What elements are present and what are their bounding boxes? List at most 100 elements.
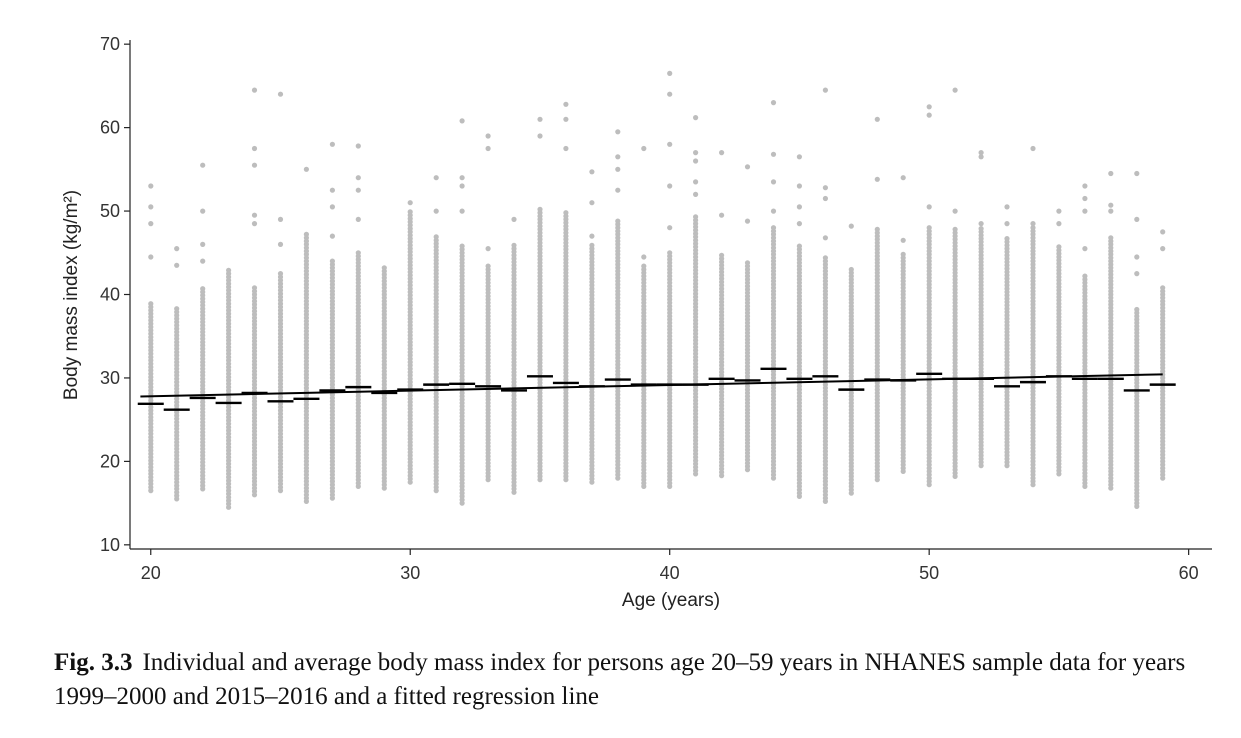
- data-point-outlier: [589, 233, 595, 239]
- data-point-outlier: [1082, 208, 1088, 214]
- data-point-outlier: [615, 187, 621, 193]
- data-point-outlier: [693, 150, 699, 156]
- data-point-outlier: [1082, 246, 1088, 252]
- y-tick-label: 30: [100, 368, 120, 388]
- x-axis-title: Age (years): [622, 590, 720, 611]
- data-point-outlier: [329, 187, 335, 193]
- data-point: [251, 285, 258, 291]
- figure-label: Fig. 3.3: [54, 649, 133, 676]
- data-point-outlier: [277, 216, 284, 222]
- data-point-outlier: [796, 221, 803, 227]
- data-point-outlier: [770, 151, 777, 157]
- data-point-outlier: [822, 195, 829, 202]
- data-point-outlier: [1134, 254, 1140, 260]
- data-point-outlier: [1082, 183, 1088, 189]
- data-point-outlier: [355, 187, 361, 193]
- data-point-outlier: [1108, 170, 1114, 177]
- y-tick-label: 70: [100, 34, 120, 54]
- data-point-outlier: [1108, 208, 1114, 214]
- data-point-outlier: [148, 183, 154, 189]
- data-point-outlier: [848, 223, 854, 229]
- data-point-outlier: [1056, 221, 1062, 227]
- x-axis-ticks: 20 30 40 50 60: [141, 549, 1199, 583]
- data-point-outlier: [537, 116, 543, 122]
- data-point-outlier: [433, 208, 439, 214]
- data-point-outlier: [537, 133, 543, 139]
- data-point-outlier: [355, 143, 361, 149]
- data-point-outlier: [1056, 208, 1062, 214]
- data-point-outlier: [1160, 229, 1166, 235]
- data-point-outlier: [329, 233, 335, 239]
- data-point: [1056, 244, 1062, 250]
- data-point: [174, 306, 180, 312]
- data-point-outlier: [693, 191, 699, 197]
- data-point-outlier: [744, 218, 751, 224]
- data-point-outlier: [251, 212, 258, 218]
- x-tick-label: 50: [919, 563, 939, 583]
- data-point-outlier: [251, 221, 258, 227]
- data-point-outlier: [615, 129, 621, 135]
- data-point-outlier: [693, 179, 699, 185]
- x-tick-label: 20: [141, 563, 161, 583]
- regression-line: [140, 373, 1163, 398]
- data-point-outlier: [200, 241, 206, 247]
- data-point-outlier: [978, 154, 984, 160]
- figure-caption-text: Individual and average body mass index f…: [54, 649, 1186, 710]
- bmi-scatter-chart: 20 30 40 50 60 10 20 30 40 50 60 70 Age (years) Bo…: [61, 34, 1212, 611]
- data-point-outlier: [251, 145, 258, 152]
- data-point: [1082, 273, 1088, 279]
- data-point-outlier: [615, 166, 621, 172]
- data-point: [848, 266, 854, 273]
- data-point-outlier: [900, 175, 906, 181]
- data-point-outlier: [1030, 221, 1036, 227]
- data-point-outlier: [641, 145, 647, 152]
- data-point: [770, 225, 777, 231]
- data-point-outlier: [1134, 170, 1140, 177]
- y-tick-label: 10: [100, 535, 120, 555]
- data-point-outlier: [615, 154, 621, 160]
- data-point-outlier: [251, 162, 258, 168]
- data-point: [563, 210, 569, 216]
- data-point-outlier: [952, 87, 958, 93]
- data-point: [433, 234, 439, 240]
- data-point-outlier: [719, 150, 725, 156]
- data-point-outlier: [770, 100, 777, 106]
- data-point-outlier: [407, 200, 413, 206]
- data-point-outlier: [667, 70, 673, 76]
- data-point: [900, 251, 906, 257]
- mean-markers: [137, 367, 1176, 411]
- data-point-outlier: [563, 116, 569, 122]
- data-point: [926, 225, 932, 231]
- data-point-outlier: [200, 162, 206, 168]
- data-point-outlier: [459, 118, 465, 124]
- data-point-outlier: [251, 87, 258, 93]
- data-point-outlier: [355, 216, 361, 222]
- data-point-outlier: [485, 133, 491, 139]
- y-axis-title: Body mass index (kg/m²): [61, 190, 82, 400]
- data-point: [667, 250, 673, 256]
- data-point: [978, 226, 984, 232]
- data-point-outlier: [874, 176, 880, 182]
- data-point-outlier: [459, 175, 465, 181]
- individual-points: [148, 70, 1166, 510]
- x-tick-label: 40: [660, 563, 680, 583]
- y-tick-label: 50: [100, 201, 120, 221]
- data-point-outlier: [900, 237, 906, 243]
- data-point: [744, 260, 751, 266]
- data-point-outlier: [563, 101, 569, 107]
- data-point: [796, 243, 803, 249]
- data-point-outlier: [978, 221, 984, 227]
- data-point: [407, 209, 413, 215]
- data-point-outlier: [978, 150, 984, 156]
- data-point: [693, 214, 699, 220]
- data-point-outlier: [511, 216, 517, 222]
- data-point-outlier: [926, 112, 932, 118]
- data-point-outlier: [719, 212, 725, 218]
- data-point: [226, 267, 232, 273]
- x-tick-label: 60: [1179, 563, 1199, 583]
- data-point-outlier: [1082, 195, 1088, 202]
- y-tick-label: 60: [100, 118, 120, 138]
- data-point-outlier: [589, 169, 595, 175]
- data-point: [277, 271, 284, 277]
- data-point-outlier: [1030, 145, 1036, 152]
